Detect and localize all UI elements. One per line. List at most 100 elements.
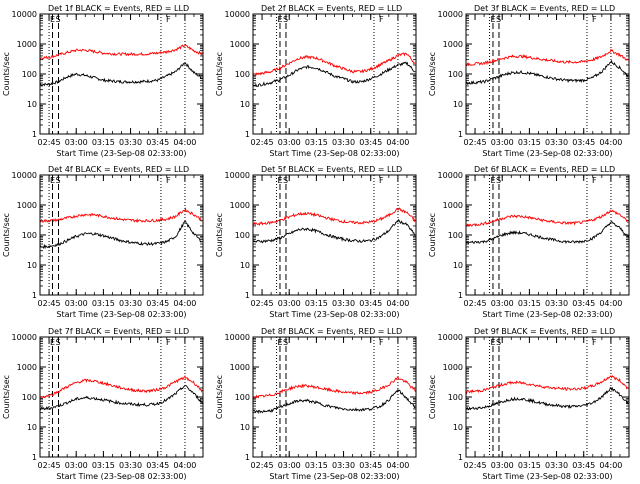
x-tick-label: 02:45 (464, 138, 487, 147)
x-tick-label: 03:30 (119, 461, 142, 470)
lld-series-line (252, 207, 416, 226)
plot-frame (39, 336, 204, 458)
lld-series-line (465, 209, 629, 227)
x-tick-label: 03:15 (92, 461, 115, 470)
x-tick-label: 04:00 (173, 461, 196, 470)
x-tick-label: 03:15 (518, 138, 541, 147)
events-series-line (465, 59, 629, 86)
y-tick-label: 10000 (225, 333, 250, 342)
x-tick-label: 02:45 (251, 461, 274, 470)
events-series-line (252, 388, 416, 415)
x-tick-label: 02:45 (464, 299, 487, 308)
plot-frame (39, 13, 204, 135)
panel-title: Det 3f BLACK = Events, RED = LLD (474, 4, 615, 13)
x-tick-label: 03:30 (332, 299, 355, 308)
x-tick-label: 04:00 (599, 461, 622, 470)
x-tick-label: 04:00 (386, 299, 409, 308)
y-axis-label: Counts/sec (2, 375, 11, 419)
x-tick-label: 03:15 (92, 138, 115, 147)
y-tick-label: 100 (22, 393, 37, 402)
x-tick-label: 03:15 (305, 299, 328, 308)
y-tick-label: 10 (453, 261, 463, 270)
x-tick-label: 03:30 (119, 138, 142, 147)
events-series-line (252, 218, 416, 244)
y-axis-label: Counts/sec (215, 375, 224, 419)
x-tick-label: 03:45 (572, 138, 595, 147)
panel-8: Det 8f BLACK = Events, RED = LLD Counts/s… (215, 327, 417, 481)
y-axis-label: Counts/sec (428, 213, 437, 257)
y-tick-label: 10000 (438, 333, 463, 342)
y-tick-label: 1000 (17, 363, 37, 372)
x-axis-label: Start Time (23-Sep-08 02:33:00) (269, 149, 399, 158)
lld-series-line (252, 376, 416, 399)
x-tick-label: 03:15 (305, 138, 328, 147)
panel-title: Det 6f BLACK = Events, RED = LLD (474, 165, 615, 174)
x-tick-label: 03:45 (359, 299, 382, 308)
x-tick-label: 02:45 (38, 299, 61, 308)
marker-label: S (55, 15, 60, 24)
panel-5: Det 5f BLACK = Events, RED = LLD Counts/s… (215, 165, 417, 319)
y-tick-label: 100 (235, 231, 250, 240)
y-tick-label: 10000 (225, 171, 250, 180)
x-axis-label: Start Time (23-Sep-08 02:33:00) (56, 472, 186, 480)
marker-label: F (379, 15, 384, 24)
panel-title: Det 8f BLACK = Events, RED = LLD (261, 327, 402, 336)
y-tick-label: 10 (453, 100, 463, 109)
marker-label: F (592, 338, 597, 347)
x-tick-label: 02:45 (464, 461, 487, 470)
x-tick-label: 03:00 (278, 461, 301, 470)
panel-7: Det 7f BLACK = Events, RED = LLD Counts/s… (2, 327, 204, 481)
plot-frame (252, 13, 417, 135)
x-tick-label: 04:00 (599, 138, 622, 147)
x-tick-label: 04:00 (386, 138, 409, 147)
lld-series-line (39, 375, 203, 399)
y-tick-label: 1000 (230, 201, 250, 210)
x-tick-label: 03:30 (545, 461, 568, 470)
y-tick-label: 10000 (438, 10, 463, 19)
y-tick-label: 1 (32, 130, 37, 139)
marker-label: F (166, 15, 171, 24)
x-tick-label: 03:45 (572, 461, 595, 470)
y-tick-label: 1 (32, 291, 37, 300)
marker-label: F (166, 176, 171, 185)
y-tick-label: 100 (448, 70, 463, 79)
x-tick-label: 03:00 (278, 138, 301, 147)
plot-frame (252, 336, 417, 458)
x-tick-label: 03:00 (491, 138, 514, 147)
plot-frame (252, 174, 417, 296)
x-tick-label: 02:45 (251, 299, 274, 308)
plot-frame (39, 174, 204, 296)
y-tick-label: 10 (27, 261, 37, 270)
plot-frame (465, 336, 630, 458)
y-tick-label: 1 (245, 130, 250, 139)
y-tick-label: 10000 (12, 10, 37, 19)
y-axis-label: Counts/sec (428, 375, 437, 419)
x-tick-label: 03:45 (146, 461, 169, 470)
plot-frame (465, 174, 630, 296)
y-tick-label: 1 (245, 453, 250, 462)
y-tick-label: 1000 (230, 363, 250, 372)
y-tick-label: 1000 (443, 363, 463, 372)
x-axis-label: Start Time (23-Sep-08 02:33:00) (482, 310, 612, 319)
y-tick-label: 1000 (17, 40, 37, 49)
x-axis-label: Start Time (23-Sep-08 02:33:00) (56, 310, 186, 319)
x-tick-label: 03:15 (518, 461, 541, 470)
y-tick-label: 100 (235, 70, 250, 79)
y-tick-label: 100 (448, 231, 463, 240)
marker-label: F (379, 176, 384, 185)
x-tick-label: 03:45 (359, 138, 382, 147)
events-series-line (252, 61, 416, 87)
x-tick-label: 03:45 (359, 461, 382, 470)
x-tick-label: 03:45 (572, 299, 595, 308)
marker-label: F (166, 338, 171, 347)
x-tick-label: 02:45 (38, 138, 61, 147)
panel-title: Det 7f BLACK = Events, RED = LLD (48, 327, 189, 336)
y-axis-label: Counts/sec (2, 52, 11, 96)
y-tick-label: 10 (240, 100, 250, 109)
y-tick-label: 1 (458, 291, 463, 300)
y-tick-label: 1000 (17, 201, 37, 210)
y-axis-label: Counts/sec (2, 213, 11, 257)
events-series-line (39, 62, 203, 87)
y-axis-label: Counts/sec (215, 52, 224, 96)
